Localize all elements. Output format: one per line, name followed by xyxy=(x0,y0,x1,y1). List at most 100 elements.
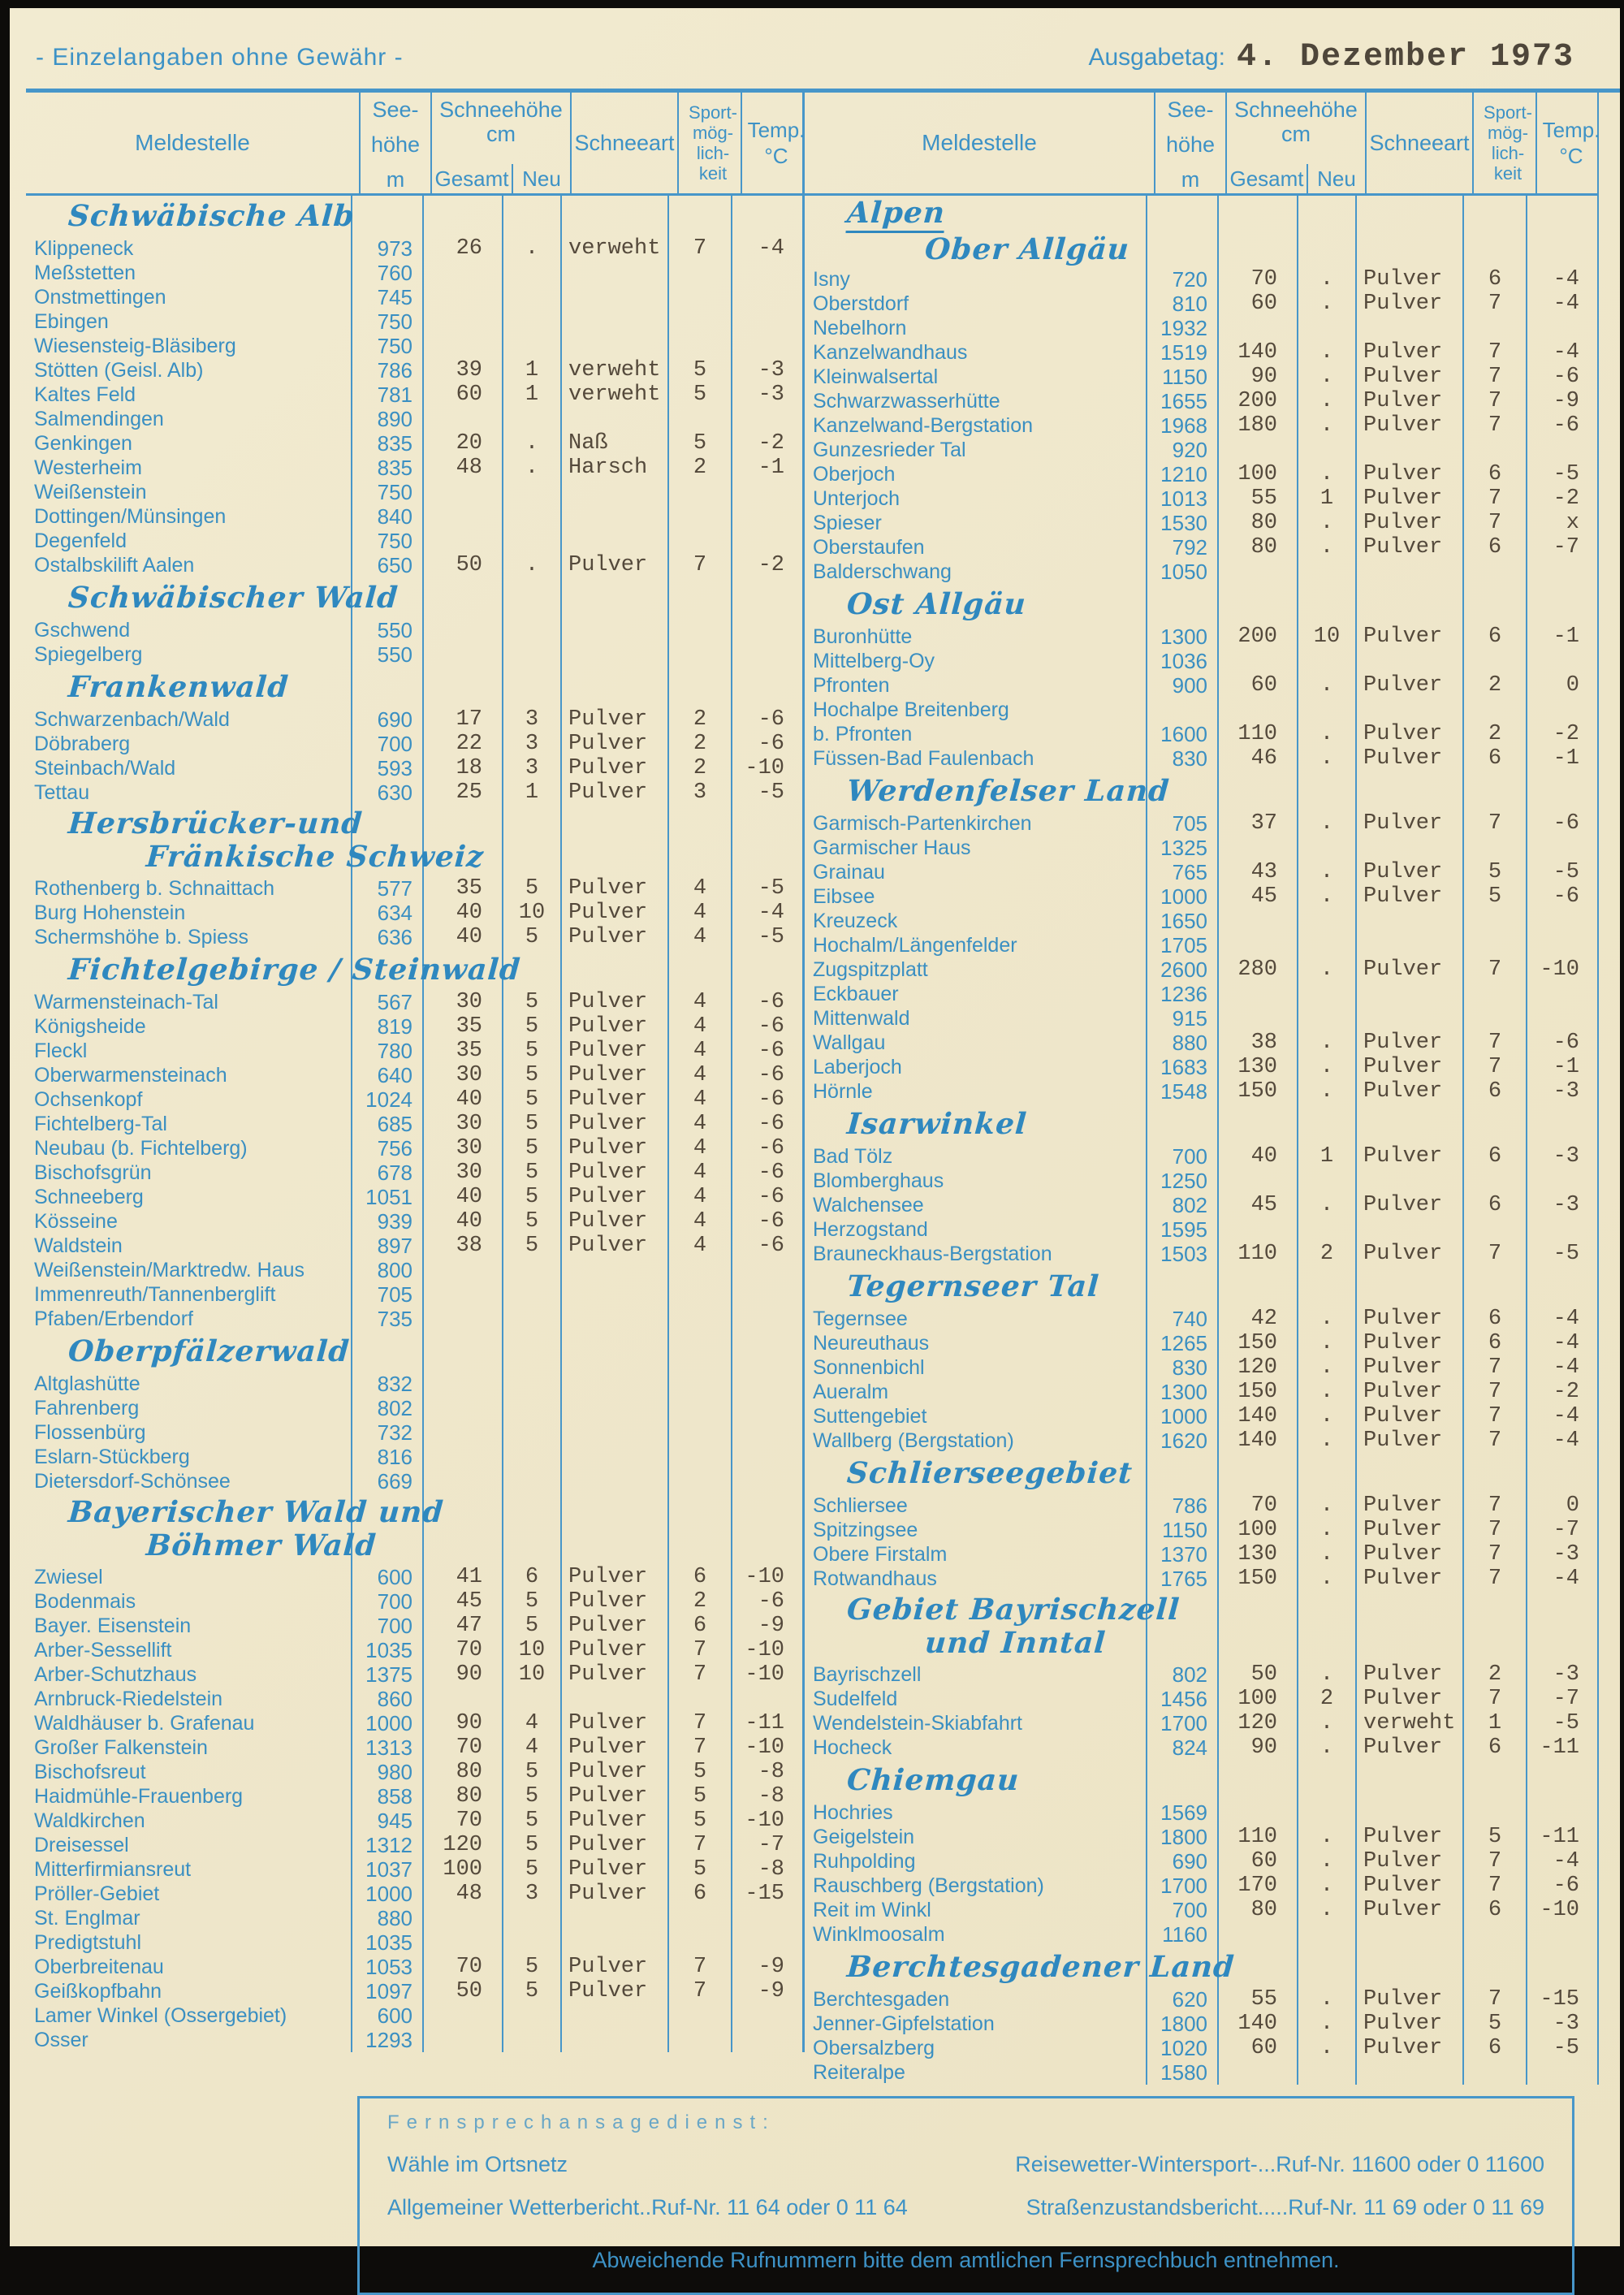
region-heading-line: Hersbrücker-und xyxy=(67,806,365,841)
station-row: Dreisessel 1312 120 5 Pulver 7 -7 xyxy=(26,1833,802,1857)
snow-type-cell: Pulver xyxy=(1355,1331,1462,1355)
table-right-header: Meldestelle See- höhe m Schneehöhe cm Ge… xyxy=(805,93,1600,196)
station-name: Wallgau xyxy=(813,1031,886,1054)
temperature-cell xyxy=(1526,438,1587,462)
empty-sport-rating-cell xyxy=(1462,1266,1526,1307)
elevation-m-cell: 705 xyxy=(351,1282,422,1307)
empty-sport-rating-cell xyxy=(1462,1760,1526,1800)
elevation-m-cell: 835 xyxy=(351,431,422,456)
empty-snow-total-cell xyxy=(1217,1760,1297,1800)
station-row: Weißenstein/Marktredw. Haus 800 xyxy=(26,1258,802,1282)
station-row: Dottingen/Münsingen 840 xyxy=(26,504,802,529)
snow-total-cell xyxy=(1217,649,1297,673)
sport-rating-cell: 7 xyxy=(1462,1567,1526,1591)
temperature-cell xyxy=(1526,2060,1587,2085)
sport-rating-cell: 7 xyxy=(1462,511,1526,535)
snow-type-cell: Pulver xyxy=(560,1234,667,1258)
elevation-m-cell: 939 xyxy=(351,1209,422,1234)
snow-type-cell: Pulver xyxy=(1355,625,1462,649)
elevation-m-cell: 745 xyxy=(351,285,422,309)
table-right: Meldestelle See- höhe m Schneehöhe cm Ge… xyxy=(805,93,1600,2085)
snow-total-cell: 120 xyxy=(1217,1355,1297,1380)
temperature-cell: -6 xyxy=(731,1087,793,1112)
snow-type-cell: Pulver xyxy=(560,1589,667,1614)
snow-type-cell xyxy=(560,1396,667,1420)
region-heading: Frankenwald xyxy=(26,667,351,707)
col-header-schnee-top: Schneehöhe cm xyxy=(1234,97,1358,146)
snow-type-cell: Pulver xyxy=(560,1662,667,1687)
station-row: Pfronten 900 60. Pulver 2 0 xyxy=(805,673,1597,698)
snow-new-cell: . xyxy=(1297,340,1355,365)
snow-total-cell: 40 xyxy=(422,1087,502,1112)
snow-new-cell: 1 xyxy=(1297,486,1355,511)
snow-total-cell: 80 xyxy=(422,1760,502,1784)
elevation-m-cell: 1300 xyxy=(1146,625,1217,649)
station-name: Genkingen xyxy=(34,431,132,455)
snow-type-cell xyxy=(560,1906,667,1930)
station-name: Aueralm xyxy=(813,1380,889,1403)
station-name: Sonnenbichl xyxy=(813,1355,925,1379)
elevation-m-cell: 880 xyxy=(1146,1031,1217,1055)
col-header-see1: See- xyxy=(372,97,419,122)
station-name: Sudelfeld xyxy=(813,1687,898,1710)
station-row: Gschwend 550 xyxy=(26,618,802,642)
sport-rating-cell: 7 xyxy=(1462,1404,1526,1428)
empty-temperature-cell xyxy=(1526,1591,1587,1662)
region-heading-line: Fränkische Schweiz xyxy=(145,840,486,874)
station-row: Kleinwalsertal 1150 90. Pulver 7 -6 xyxy=(805,365,1597,389)
snow-type-cell: Pulver xyxy=(1355,1355,1462,1380)
snow-total-cell xyxy=(422,1282,502,1307)
empty-snow-total-cell xyxy=(1217,1104,1297,1144)
empty-temperature-cell xyxy=(1526,1266,1587,1307)
station-name: Meßstetten xyxy=(34,261,136,284)
station-name: Garmischer Haus xyxy=(813,836,971,859)
station-name: Isny xyxy=(813,267,850,291)
empty-sport-rating-cell xyxy=(1462,584,1526,625)
snow-new-cell: . xyxy=(1297,1874,1355,1898)
elevation-m-cell: 750 xyxy=(351,529,422,553)
snow-total-cell: 30 xyxy=(422,1136,502,1160)
snow-new-cell: . xyxy=(1297,1542,1355,1567)
top-rule xyxy=(26,89,1620,93)
temperature-cell xyxy=(731,618,793,642)
temperature-cell: -6 xyxy=(731,1039,793,1063)
snow-type-cell: Harsch xyxy=(560,456,667,480)
temperature-cell: -6 xyxy=(731,1234,793,1258)
region-heading: Oberpfälzerwald xyxy=(26,1331,351,1372)
region-heading-row: Gebiet Bayrischzell und Inntal xyxy=(805,1591,1597,1662)
empty-sport-rating-cell xyxy=(667,805,731,876)
temperature-cell: -4 xyxy=(1526,340,1587,365)
snow-type-cell xyxy=(560,261,667,285)
sport-rating-cell xyxy=(1462,933,1526,957)
station-name: Schermshöhe b. Spiess xyxy=(34,925,249,949)
sport-rating-cell xyxy=(1462,1169,1526,1193)
elevation-m-cell xyxy=(1146,698,1217,722)
elevation-m-cell: 1800 xyxy=(1146,2012,1217,2036)
station-name: Brauneckhaus-Bergstation xyxy=(813,1242,1052,1265)
snow-type-cell xyxy=(1355,836,1462,860)
station-row: Mitterfirmiansreut 1037 100 5 Pulver 5 -8 xyxy=(26,1857,802,1882)
snow-new-cell xyxy=(1297,2060,1355,2085)
station-row: Fleckl 780 35 5 Pulver 4 -6 xyxy=(26,1039,802,1063)
snow-new-cell: . xyxy=(1297,1825,1355,1849)
snow-type-cell: Pulver xyxy=(560,553,667,577)
snow-total-cell: 280 xyxy=(1217,957,1297,982)
empty-elevation-m-cell xyxy=(351,949,422,990)
station-name: Westerheim xyxy=(34,456,142,479)
snow-type-cell: Pulver xyxy=(560,1112,667,1136)
empty-snow-new-cell xyxy=(502,1331,560,1372)
temperature-cell: 0 xyxy=(1526,673,1587,698)
snow-type-cell xyxy=(1355,438,1462,462)
col-header-see2: höhe xyxy=(370,132,421,157)
sport-rating-cell xyxy=(1462,649,1526,673)
snow-type-cell xyxy=(1355,982,1462,1006)
snow-total-cell: 80 xyxy=(1217,1898,1297,1922)
temperature-cell: -11 xyxy=(1526,1735,1587,1760)
region-heading: Bayerischer Wald und Böhmer Wald xyxy=(26,1493,445,1565)
snow-new-cell: . xyxy=(1297,292,1355,316)
col-header-schnee1: Schneehöhe xyxy=(439,97,563,122)
snow-total-cell: 40 xyxy=(422,925,502,949)
snow-total-cell: 45 xyxy=(1217,1193,1297,1217)
station-name: Spiegelberg xyxy=(34,642,143,666)
station-name: Neureuthaus xyxy=(813,1331,930,1355)
